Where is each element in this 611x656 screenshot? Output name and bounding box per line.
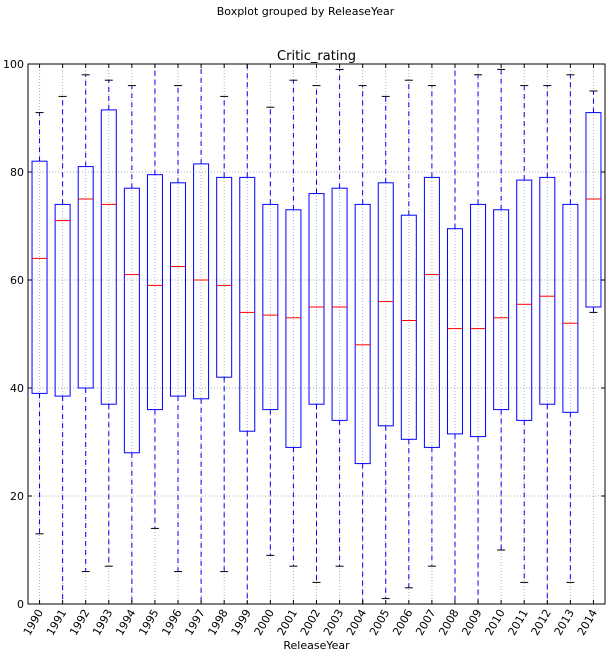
x-tick-label: 2009 <box>459 607 484 638</box>
box-iqr <box>400 214 417 440</box>
box-iqr <box>562 203 579 413</box>
box-iqr <box>423 176 440 448</box>
box-iqr <box>285 209 302 448</box>
box-iqr <box>377 182 394 427</box>
box-iqr <box>539 176 556 405</box>
box-iqr <box>516 179 533 421</box>
box-iqr <box>331 187 348 421</box>
x-tick-label: 1990 <box>21 607 46 638</box>
y-tick-label: 0 <box>17 598 24 611</box>
x-tick-label: 2001 <box>275 607 300 638</box>
x-tick-label: 2011 <box>506 607 531 638</box>
chart-title: Critic_rating <box>277 49 356 64</box>
box-iqr <box>100 109 117 405</box>
x-tick-label: 1996 <box>159 607 184 638</box>
box-iqr <box>146 174 163 411</box>
x-tick-label: 1998 <box>206 607 231 638</box>
x-tick-label: 1999 <box>229 607 254 638</box>
x-tick-label: 1992 <box>67 607 92 638</box>
x-tick-label: 2010 <box>482 607 507 638</box>
x-tick-label: 2013 <box>552 607 577 638</box>
x-tick-label: 2008 <box>436 607 461 638</box>
box-iqr <box>308 193 325 405</box>
box-iqr <box>123 187 140 454</box>
box-iqr <box>54 203 71 397</box>
x-tick-label: 2004 <box>344 607 369 638</box>
x-tick-label: 1993 <box>90 607 115 638</box>
x-tick-label: 2000 <box>252 607 277 638</box>
x-tick-label: 2003 <box>321 607 346 638</box>
box-iqr <box>239 176 256 432</box>
x-tick-label: 2006 <box>390 607 415 638</box>
x-axis-label: ReleaseYear <box>283 639 350 652</box>
box-iqr <box>31 160 48 394</box>
y-tick-label: 40 <box>10 382 24 395</box>
box-iqr <box>354 203 371 465</box>
box-iqr <box>493 209 510 411</box>
y-tick-label: 100 <box>3 58 24 71</box>
x-tick-label: 1991 <box>44 607 69 638</box>
x-tick-label: 2005 <box>367 607 392 638</box>
y-tick-label: 80 <box>10 166 24 179</box>
x-tick-label: 1995 <box>136 607 161 638</box>
box-iqr <box>470 203 487 438</box>
box-iqr <box>77 166 94 389</box>
box-iqr <box>170 182 187 397</box>
x-tick-label: 2012 <box>529 607 554 638</box>
box-iqr <box>216 176 233 378</box>
x-tick-label: 2014 <box>575 607 600 638</box>
box-iqr <box>585 112 602 308</box>
box-iqr <box>262 203 279 411</box>
x-tick-label: 1994 <box>113 607 138 638</box>
x-tick-label: 1997 <box>182 607 207 638</box>
box-iqr <box>446 228 463 435</box>
y-tick-label: 60 <box>10 274 24 287</box>
x-tick-label: 2002 <box>298 607 323 638</box>
y-tick-label: 20 <box>10 490 24 503</box>
x-tick-label: 2007 <box>413 607 438 638</box>
box-iqr <box>193 163 210 400</box>
figure-suptitle: Boxplot grouped by ReleaseYear <box>216 5 395 18</box>
